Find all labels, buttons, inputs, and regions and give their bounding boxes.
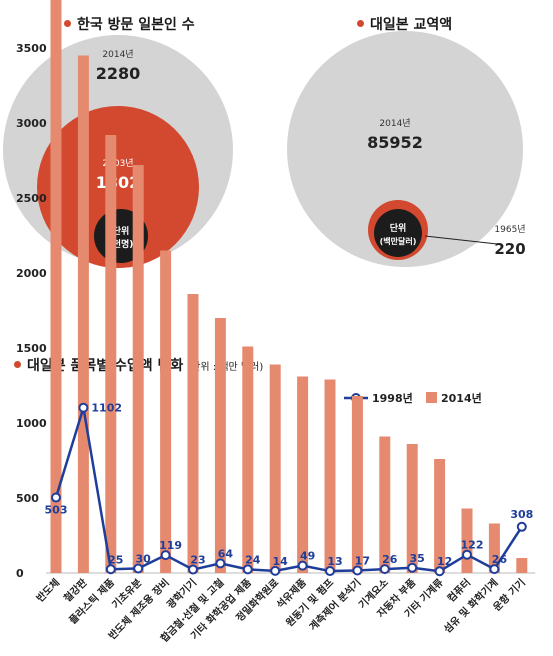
trade-outer-year: 2014년: [379, 118, 410, 129]
point-1998: [379, 564, 390, 575]
y-tick-label: 1500: [16, 342, 47, 355]
trade-unit-value: (백만달러): [380, 236, 417, 246]
trade-leader-line: [424, 235, 498, 245]
y-tick-label: 2000: [16, 267, 47, 280]
point-1998: [434, 566, 445, 577]
data-label-1998: 30: [136, 553, 152, 566]
trade-title: 대일본 교역액: [357, 14, 452, 34]
trade-outer-circle: [287, 31, 523, 267]
point-1998: [270, 565, 281, 576]
bar-2014: [269, 364, 281, 573]
data-label-1998: 14: [273, 555, 289, 568]
data-label-1998: 13: [327, 555, 342, 568]
x-tick-label: 플라스틱 제품: [66, 576, 117, 627]
data-label-1998: 12: [437, 555, 452, 568]
visitors-outer-value: 2280: [96, 64, 141, 83]
visitors-outer-year: 2014년: [102, 49, 133, 60]
y-tick-label: 500: [16, 492, 39, 505]
point-1998: [489, 564, 500, 575]
trade-inner-value: 220: [494, 240, 525, 258]
bar-2014: [434, 459, 446, 573]
data-label-1998: 26: [382, 553, 398, 566]
point-1998: [160, 550, 171, 561]
trade-circles: 2014년 85952 단위 (백만달러) 1965년 220: [287, 31, 526, 267]
point-1998: [133, 563, 144, 574]
visitors-unit-label: 단위: [113, 225, 130, 237]
point-1998: [242, 564, 253, 575]
visitors-inner-circle: [37, 106, 199, 268]
legend-label-2014: 2014년: [441, 391, 482, 405]
data-label-1998: 119: [159, 539, 182, 552]
point-1998: [51, 492, 61, 503]
trade-unit-label: 단위: [390, 222, 407, 234]
bar-2014: [77, 55, 89, 573]
trade-unit-circle: [374, 209, 422, 257]
bar-2014: [379, 436, 391, 573]
point-1998: [462, 549, 472, 560]
visitors-circles: 2014년 2280 2003년 1802 단위 (천명): [3, 35, 233, 268]
line-1998: [54, 406, 523, 573]
y-tick-label: 3000: [16, 117, 47, 130]
chart-legend: 1998년 2014년: [344, 391, 482, 405]
bar-2014: [461, 508, 473, 573]
point-1998: [78, 402, 89, 413]
data-label-1998: 35: [410, 552, 425, 565]
trade-outer-value: 85952: [367, 133, 423, 152]
bar-2014: [187, 294, 199, 573]
point-1998: [516, 521, 527, 532]
data-label-1998: 26: [492, 553, 508, 566]
bar-2014: [351, 396, 363, 573]
bullet-icon: [14, 361, 21, 368]
y-tick-label: 0: [16, 567, 24, 580]
trade-inner-year: 1965년: [494, 224, 525, 235]
point-1998: [297, 560, 308, 571]
data-label-1998: 25: [108, 553, 123, 566]
bar-2014: [324, 379, 336, 573]
point-1998: [188, 564, 198, 575]
bar-2014: [160, 250, 172, 573]
y-tick-label: 1000: [16, 417, 47, 430]
bar-2014: [406, 444, 418, 573]
legend-label-1998: 1998년: [372, 391, 413, 405]
legend-bar-swatch: [426, 392, 437, 403]
bar-2014: [516, 558, 528, 573]
point-1998: [352, 565, 363, 576]
data-label-1998: 1102: [91, 402, 122, 415]
bullet-icon: [64, 20, 71, 27]
bar-2014: [488, 523, 500, 573]
data-label-1998: 23: [190, 554, 205, 567]
data-label-1998: 503: [45, 504, 68, 517]
y-tick-label: 3500: [16, 42, 47, 55]
bar-2014: [105, 135, 117, 573]
y-tick-label: 2500: [16, 192, 47, 205]
data-label-1998: 122: [461, 539, 484, 552]
bar-2014: [297, 376, 309, 573]
point-1998: [105, 564, 116, 575]
bullet-icon: [357, 20, 364, 27]
visitors-title: 한국 방문 일본인 수: [64, 14, 195, 34]
x-tick-label: 반도체: [33, 576, 62, 605]
data-label-1998: 49: [300, 550, 315, 563]
bar-2014: [214, 318, 226, 573]
visitors-inner-year: 2003년: [102, 158, 133, 169]
data-label-1998: 24: [245, 553, 261, 566]
point-1998: [215, 558, 226, 569]
point-1998: [407, 562, 418, 573]
bar-2014: [50, 0, 62, 573]
bar-2014: [242, 346, 254, 573]
data-label-1998: 64: [218, 547, 234, 560]
point-1998: [325, 566, 335, 577]
data-label-1998: 308: [510, 508, 533, 521]
bar-2014: [132, 165, 144, 573]
data-label-1998: 17: [355, 554, 370, 567]
